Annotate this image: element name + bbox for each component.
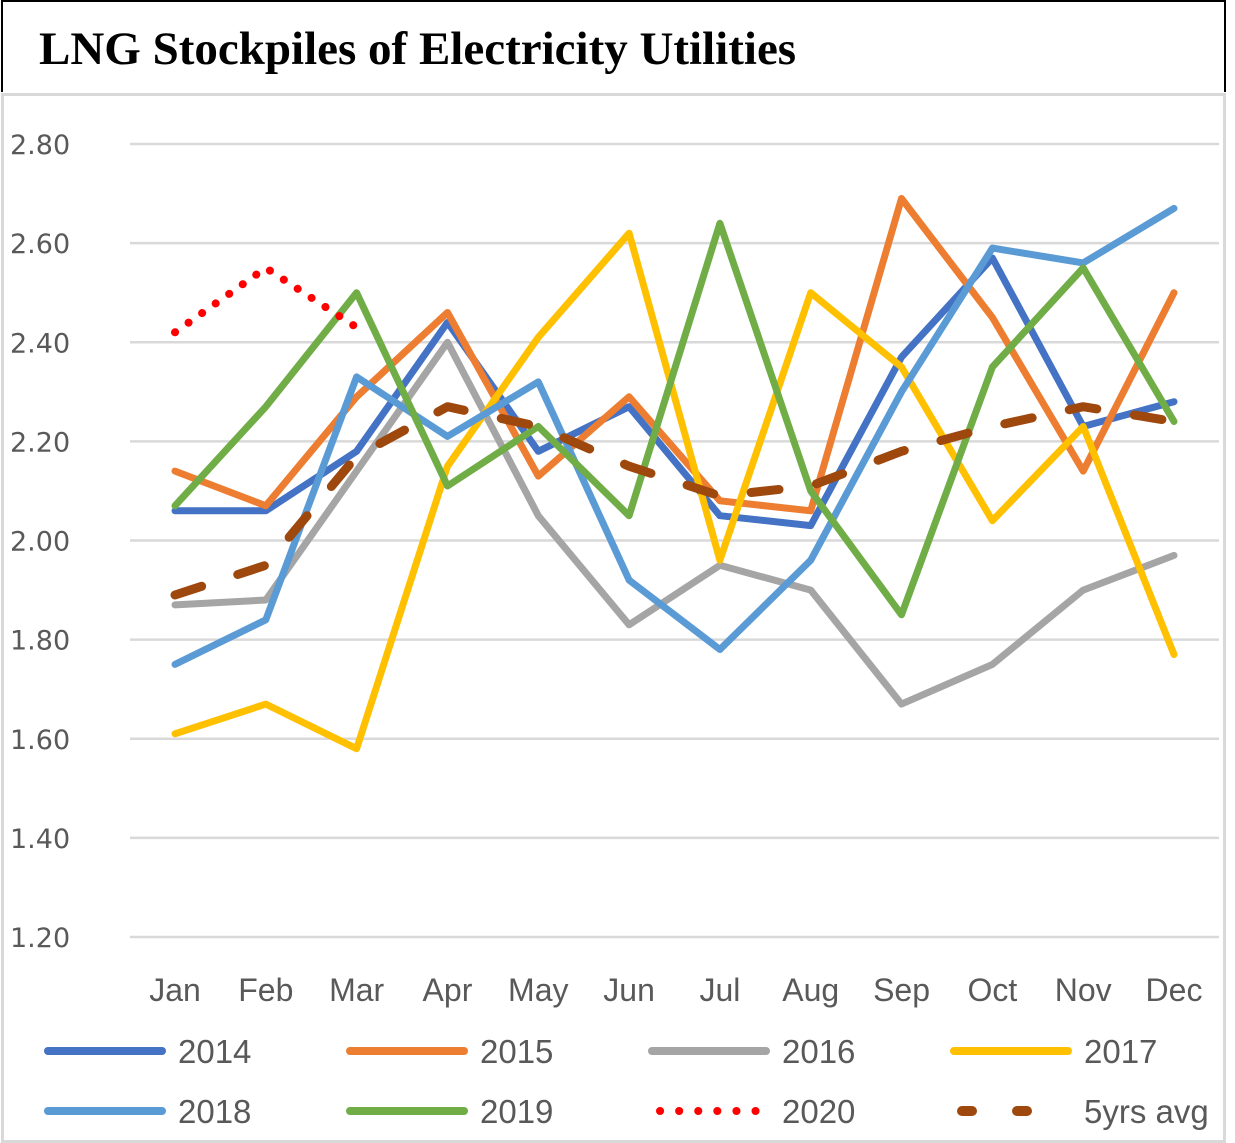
legend-label: 5yrs avg (1084, 1093, 1209, 1130)
legend-label: 2014 (178, 1033, 251, 1070)
legend-label: 2015 (480, 1033, 553, 1070)
legend-item: 2016 (648, 1033, 855, 1070)
legend-item: 2017 (950, 1033, 1157, 1070)
chart-title: LNG Stockpiles of Electricity Utilities (39, 23, 797, 75)
legend-item: 5yrs avg (957, 1093, 1209, 1130)
x-tick-label: Feb (238, 972, 293, 1008)
x-tick-label: Apr (423, 972, 473, 1008)
legend-label: 2020 (782, 1093, 855, 1130)
series-line-2017 (171, 229, 1178, 753)
y-tick-label: 1.80 (10, 626, 70, 657)
series-line-2019 (171, 219, 1178, 619)
chart-frame (1, 93, 1226, 1143)
y-tick-label: 2.40 (10, 328, 70, 359)
series-line-2020 (171, 263, 361, 337)
series-line-5yrs-avg (170, 402, 1179, 600)
legend-item: 2019 (346, 1093, 553, 1130)
y-axis-labels: 2.80 2.60 2.40 2.20 2.00 1.80 1.60 1.40 1.20 (10, 130, 70, 954)
series-line-2014 (171, 254, 1178, 530)
x-tick-label: Jun (603, 972, 655, 1008)
x-tick-label: Nov (1055, 972, 1112, 1008)
x-tick-label: Jul (699, 972, 740, 1008)
y-tick-label: 1.60 (10, 725, 70, 756)
legend-item: 2018 (44, 1093, 251, 1130)
y-tick-label: 2.00 (10, 527, 70, 558)
x-axis-labels: Jan Feb Mar Apr May Jun Jul Aug Sep Oct Nov Dec (149, 972, 1202, 1008)
y-tick-label: 2.80 (10, 130, 70, 161)
legend-item: 2015 (346, 1033, 553, 1070)
x-tick-label: Mar (329, 972, 384, 1008)
series-lines (170, 195, 1179, 753)
x-tick-label: Jan (149, 972, 201, 1008)
legend-label: 2016 (782, 1033, 855, 1070)
x-tick-label: Sep (873, 972, 930, 1008)
legend-label: 2017 (1084, 1033, 1157, 1070)
x-tick-label: Aug (782, 972, 839, 1008)
legend-item: 2020 (656, 1093, 855, 1130)
y-tick-label: 1.40 (10, 824, 70, 855)
title-box: LNG Stockpiles of Electricity Utilities (1, 0, 1226, 92)
gridlines (130, 142, 1219, 939)
y-tick-label: 2.60 (10, 229, 70, 260)
legend-item: 2014 (44, 1033, 251, 1070)
legend: 2014 2015 2016 2017 2018 2019 2020 5yrs avg (44, 1033, 1209, 1130)
y-tick-label: 1.20 (10, 923, 70, 954)
series-line-2018 (171, 204, 1178, 668)
y-tick-label: 2.20 (10, 427, 70, 458)
x-tick-label: May (508, 972, 568, 1008)
series-line-2016 (171, 338, 1178, 708)
legend-label: 2018 (178, 1093, 251, 1130)
x-tick-label: Dec (1146, 972, 1203, 1008)
legend-label: 2019 (480, 1093, 553, 1130)
x-tick-label: Oct (967, 972, 1017, 1008)
